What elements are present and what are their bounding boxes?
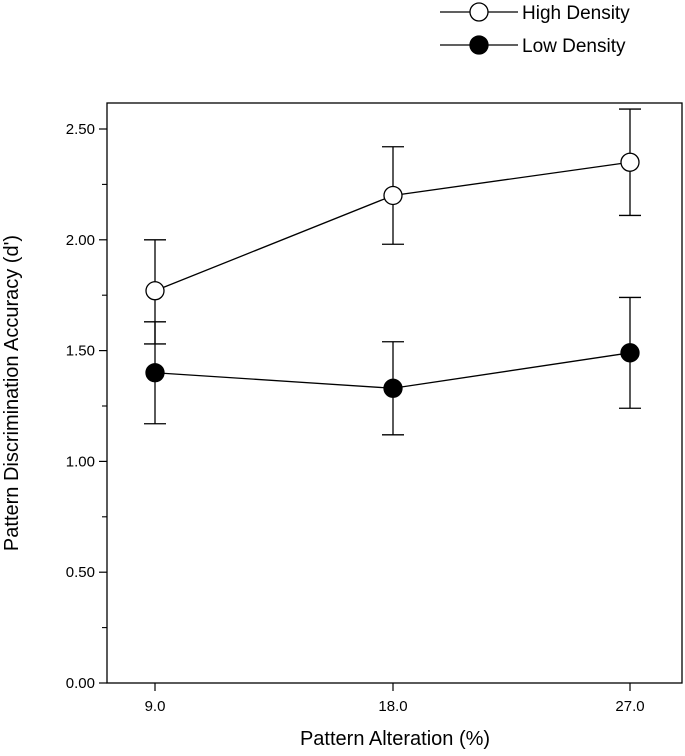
y-tick-label: 1.50 [66, 343, 95, 360]
legend-marker-low-density [469, 35, 489, 55]
low-density-point [620, 343, 640, 363]
series-layer [144, 108, 641, 436]
legend-label-high-density: High Density [522, 3, 630, 24]
legend-entry-low-density: Low Density [440, 35, 626, 57]
legend-label-low-density: Low Density [522, 36, 626, 57]
legend: High Density Low Density [440, 2, 630, 57]
legend-marker-high-density [469, 2, 489, 22]
x-tick-label: 9.0 [145, 698, 166, 715]
y-axis-title: Pattern Discrimination Accuracy (d') [1, 235, 23, 551]
plot-frame [106, 102, 683, 684]
high-density-point [620, 152, 640, 172]
y-tick-label: 0.00 [66, 675, 95, 692]
legend-entry-high-density: High Density [440, 2, 630, 24]
high-density-point [383, 185, 403, 206]
x-tick-label: 18.0 [378, 698, 407, 715]
y-tick-label: 2.50 [66, 121, 95, 138]
low-density-point [145, 363, 165, 383]
y-axis: 0.00 0.50 1.00 1.50 2.00 2.50 [66, 121, 107, 692]
x-axis-title: Pattern Alteration (%) [300, 728, 490, 750]
high-density-point [145, 281, 165, 301]
y-tick-label: 2.00 [66, 232, 95, 249]
low-density-series [144, 296, 641, 436]
high-density-series [144, 108, 641, 345]
x-tick-label: 27.0 [615, 698, 644, 715]
y-tick-label: 0.50 [66, 564, 95, 581]
low-density-point [383, 378, 403, 398]
y-tick-label: 1.00 [66, 453, 95, 470]
x-axis: 9.0 18.0 27.0 [145, 683, 645, 715]
